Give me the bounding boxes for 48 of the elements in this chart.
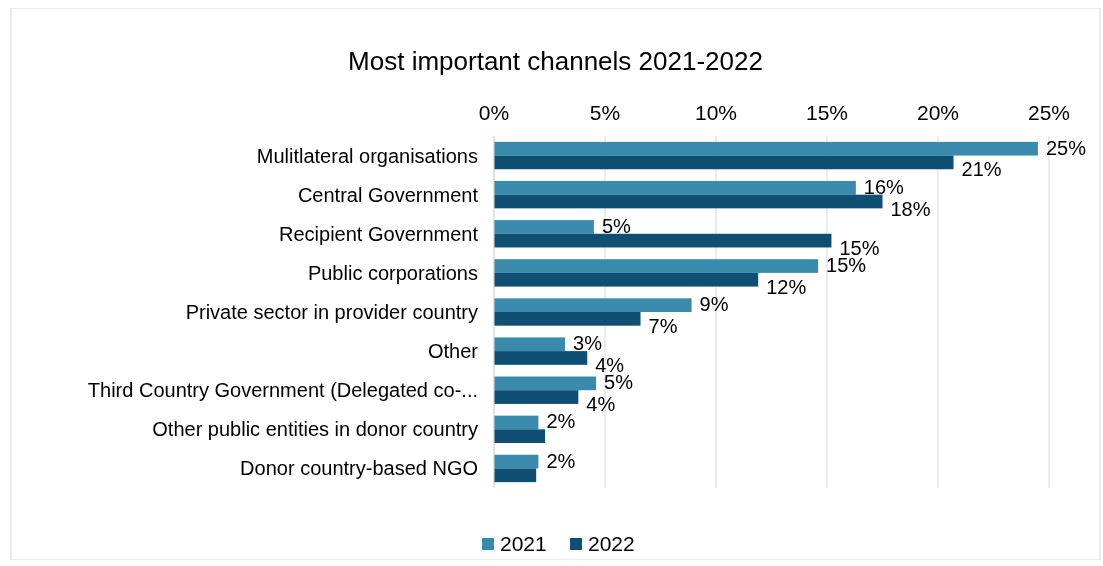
y-tick-label: Mulitlateral organisations	[256, 144, 478, 167]
bar	[494, 298, 692, 312]
data-label: 5%	[601, 214, 632, 237]
y-tick-label: Donor country-based NGO	[240, 457, 478, 480]
bar	[494, 454, 539, 469]
chart-title: Most important channels 2021-2022	[348, 46, 763, 76]
bar	[494, 220, 594, 234]
bar	[494, 390, 579, 404]
data-label: 7%	[648, 314, 678, 337]
y-tick-label: Recipient Government	[279, 222, 479, 245]
y-tick-label: Private sector in provider country	[185, 301, 478, 323]
x-tick-label: 15%	[805, 101, 849, 124]
bar	[494, 312, 641, 326]
bar	[494, 376, 597, 391]
bar	[494, 194, 883, 209]
bar	[494, 272, 759, 287]
bar	[494, 468, 537, 483]
data-label: 12%	[766, 275, 807, 298]
x-tick-label: 0%	[478, 101, 510, 124]
bar	[494, 429, 546, 444]
bar	[494, 337, 566, 352]
data-label: 9%	[699, 293, 729, 316]
y-tick-label: Central Government	[297, 183, 479, 206]
y-tick-label: Other public entities in donor country	[152, 418, 478, 441]
data-label: 16%	[863, 175, 905, 198]
data-label: 25%	[1045, 136, 1087, 159]
bar	[494, 180, 856, 195]
legend-label: 2021	[500, 532, 547, 555]
x-tick-label: 10%	[694, 101, 738, 124]
data-label: 2%	[546, 410, 576, 433]
y-tick-label: Public corporations	[307, 261, 478, 284]
bar	[494, 259, 819, 273]
data-label: 3%	[573, 332, 603, 355]
bar	[494, 415, 539, 430]
bar	[494, 351, 588, 365]
data-label: 18%	[890, 197, 931, 220]
data-label: 21%	[961, 158, 1002, 181]
bar	[494, 233, 832, 248]
x-tick-label: 5%	[589, 101, 621, 124]
bar	[494, 141, 1038, 156]
legend-label: 2022	[588, 532, 635, 555]
data-label: 2%	[546, 449, 576, 472]
data-label: 4%	[586, 393, 616, 416]
y-tick-label: Third Country Government (Delegated co-...	[87, 379, 478, 402]
bar	[494, 155, 954, 170]
x-tick-label: 25%	[1027, 101, 1071, 124]
x-tick-label: 20%	[916, 101, 960, 124]
y-tick-label: Other	[427, 340, 479, 363]
